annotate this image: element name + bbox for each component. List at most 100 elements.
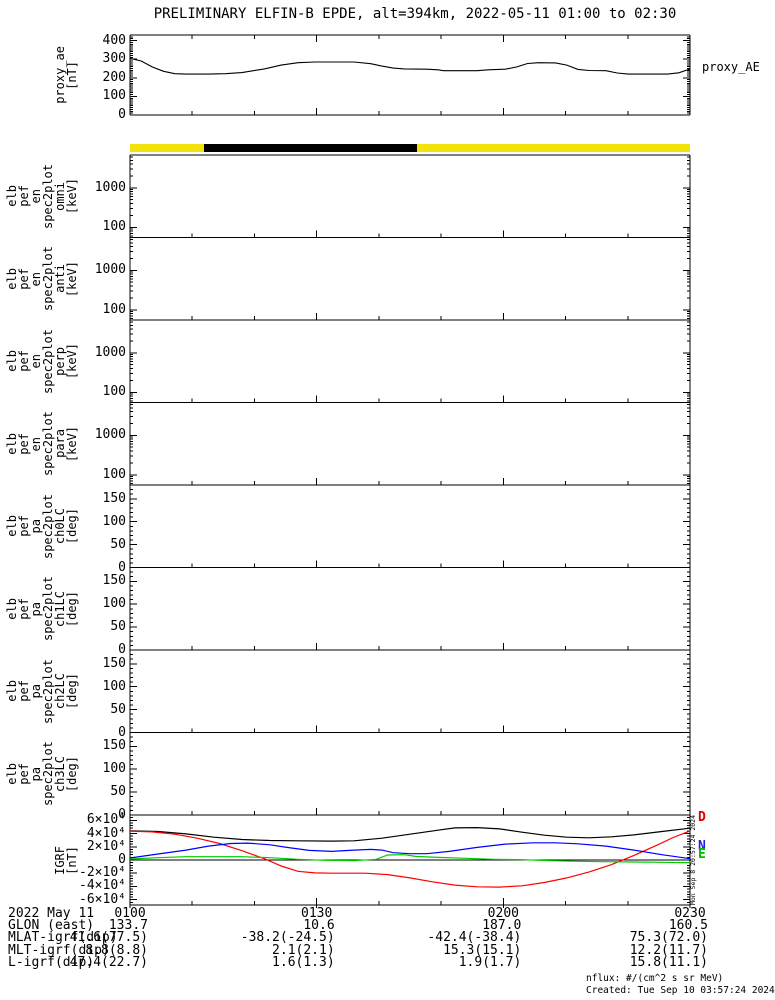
footer-value: 1.9(1.7) <box>458 955 522 971</box>
y-tick-label: 4×10⁴ <box>86 825 126 841</box>
panel-left-label: proxy_ae [nT] <box>0 35 82 115</box>
footer-row-label: L-igrf(dip) <box>8 955 95 971</box>
y-tick-label: 0 <box>118 852 126 867</box>
y-tick-label: 0 <box>118 107 126 122</box>
y-tick-label: 150 <box>102 655 126 671</box>
axis-lines <box>129 34 691 908</box>
footer-value: 10.6 <box>303 918 335 933</box>
y-tick-label: 100 <box>102 678 126 694</box>
footer-value: 160.5 <box>668 918 708 933</box>
y-tick-label: 1000 <box>94 179 126 195</box>
footer-value: 47.4(22.7) <box>69 955 148 971</box>
curve <box>129 57 691 75</box>
curve <box>129 830 691 888</box>
y-tick-label: 50 <box>110 784 126 800</box>
curve <box>129 854 691 864</box>
creation-watermark: Mon Sep 8 20:57:24 2024 <box>689 814 697 905</box>
y-tick-label: 1000 <box>94 262 126 278</box>
y-tick-label: 400 <box>102 32 126 48</box>
y-tick-label: -6×10⁴ <box>79 891 126 907</box>
curve <box>129 826 691 842</box>
y-tick-label: 100 <box>102 761 126 777</box>
panel-left-label-line: [keV] <box>65 425 79 462</box>
panel-left-label: elb pef en spec2plot perp [keV] <box>0 320 82 403</box>
panel-left-label-line: [nT] <box>65 60 79 90</box>
created-note: Created: Tue Sep 10 03:57:24 2024 <box>586 985 775 996</box>
panel-left-label-line: [deg] <box>65 590 79 627</box>
y-tick-label: 50 <box>110 619 126 635</box>
panel-left-label: elb pef en spec2plot para [keV] <box>0 403 82 486</box>
footer-value: 8.8(8.8) <box>85 942 148 958</box>
x-tick-label: 0200 <box>487 906 519 921</box>
y-tick-label: 100 <box>102 88 126 104</box>
footer-row-label: MLT-igrf(dip) <box>8 942 110 958</box>
y-tick-label: 100 <box>102 466 126 482</box>
y-tick-label: 0 <box>118 807 126 822</box>
x-tick-label: 0100 <box>114 906 146 921</box>
status-bar-segment <box>417 144 690 152</box>
footer-value: 41.6(77.5) <box>69 930 148 946</box>
panel-left-label-line: [deg] <box>65 755 79 792</box>
footer-row-label: GLON (east) <box>8 918 95 933</box>
y-tick-label: 300 <box>102 51 126 67</box>
y-tick-label: 100 <box>102 596 126 612</box>
y-tick-label: 100 <box>102 513 126 529</box>
status-bar-segment <box>130 144 204 152</box>
y-tick-label: -2×10⁴ <box>79 865 126 881</box>
x-tick-label: 0230 <box>674 906 706 921</box>
y-tick-label: 100 <box>102 384 126 400</box>
y-tick-label: 150 <box>102 490 126 506</box>
panel-left-label: elb pef pa spec2plot ch1LC [deg] <box>0 568 82 651</box>
igrf-series-label-n: N <box>698 839 706 854</box>
footer-value: 1.6(1.3) <box>272 955 335 971</box>
footer-value: 2.1(2.1) <box>272 942 335 958</box>
y-tick-label: 6×10⁴ <box>86 812 126 828</box>
footer-value: -38.2(-24.5) <box>240 930 335 946</box>
y-tick-label: 0 <box>118 559 126 575</box>
igrf-series-label-e: E <box>698 847 706 862</box>
y-tick-label: 50 <box>110 536 126 552</box>
footer-row-label: MLAT-igrf(dip) <box>8 930 118 946</box>
panel-left-label: elb pef en spec2plot anti [keV] <box>0 238 82 321</box>
panel-left-label-line: [keV] <box>65 260 79 297</box>
y-tick-label: 1000 <box>94 427 126 443</box>
y-tick-label: 1000 <box>94 344 126 360</box>
y-tick-label: 200 <box>102 69 126 85</box>
footer-value: 15.8(11.1) <box>629 955 708 971</box>
y-tick-label: 150 <box>102 573 126 589</box>
y-tick-label: 100 <box>102 219 126 235</box>
footer-value: -42.4(-38.4) <box>427 930 522 946</box>
panel-left-label: IGRF [nT] <box>0 815 82 905</box>
footer-value: 15.3(15.1) <box>443 942 522 958</box>
flux-units-note: nflux: #/(cm^2 s sr MeV) <box>586 973 724 984</box>
y-tick-label: 0 <box>118 724 126 740</box>
footer-value: 75.3(72.0) <box>629 930 708 946</box>
y-tick-label: 150 <box>102 738 126 754</box>
panel-left-label: elb pef pa spec2plot ch3LC [deg] <box>0 733 82 816</box>
panel-left-label-line: [keV] <box>65 178 79 215</box>
y-tick-label: -4×10⁴ <box>79 878 126 894</box>
proxy-ae-right-label: proxy_AE <box>702 60 760 74</box>
y-tick-label: 100 <box>102 301 126 317</box>
y-tick-label: 2×10⁴ <box>86 838 126 854</box>
footer-date-label: 2022 May 11 <box>8 906 95 921</box>
y-tick-label: 0 <box>118 642 126 657</box>
igrf-series-label-d: D <box>698 810 706 825</box>
panel-left-label-line: [keV] <box>65 343 79 380</box>
x-tick-label: 0130 <box>301 906 333 921</box>
y-tick-label: 50 <box>110 701 126 717</box>
curve <box>129 842 691 860</box>
plot-title: PRELIMINARY ELFIN-B EPDE, alt=394km, 202… <box>153 6 677 22</box>
panel-left-label-line: [deg] <box>65 508 79 545</box>
footer-value: 12.2(11.7) <box>629 942 708 958</box>
panel-left-label: elb pef en spec2plot omni [keV] <box>0 155 82 238</box>
footer-value: 187.0 <box>482 918 522 933</box>
status-bar-segment <box>203 144 418 152</box>
panel-left-label: elb pef pa spec2plot ch0LC [deg] <box>0 485 82 568</box>
panel-left-label-line: [nT] <box>65 845 79 875</box>
panel-left-label-line: [deg] <box>65 673 79 710</box>
footer-value: 133.7 <box>108 918 148 933</box>
panel-left-label: elb pef pa spec2plot ch2LC [deg] <box>0 650 82 733</box>
